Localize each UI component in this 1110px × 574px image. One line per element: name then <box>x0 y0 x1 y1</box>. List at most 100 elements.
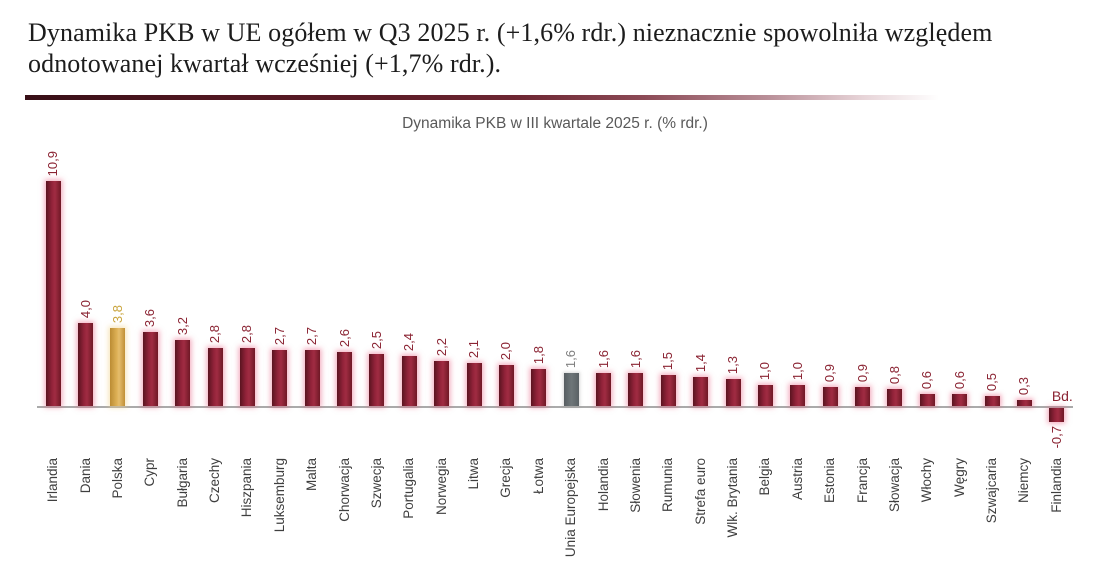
bar-szwecja <box>369 354 385 406</box>
bar-value-label: 0,9 <box>822 363 838 382</box>
report-title: Dynamika PKB w UE ogółem w Q3 2025 r. (+… <box>28 17 1098 79</box>
title-divider <box>25 95 977 100</box>
category-label: Wlk. Brytania <box>725 458 741 538</box>
bar-polska <box>110 328 126 406</box>
bar-value-label: 3,6 <box>142 308 158 327</box>
bar-łotwa <box>531 369 547 406</box>
bar-cypr <box>142 332 158 406</box>
bar-holandia <box>596 373 612 406</box>
category-label: Litwa <box>466 458 482 490</box>
category-label: Węgry <box>951 458 967 498</box>
bar-estonia <box>822 387 838 406</box>
bar-luksemburg <box>272 350 288 406</box>
bar-value-label: 2,7 <box>304 326 320 345</box>
bar-czechy <box>207 348 223 406</box>
bar-szwajcaria <box>984 396 1000 406</box>
category-label: Włochy <box>919 458 935 503</box>
bar-grecja <box>498 365 514 406</box>
category-label: Holandia <box>595 458 611 512</box>
bar-value-label: 3,2 <box>174 316 190 335</box>
category-label: Chorwacja <box>336 458 352 522</box>
bar-value-label: 1,3 <box>725 355 741 374</box>
bar-value-label: 1,8 <box>530 345 546 364</box>
category-label: Szwajcaria <box>984 458 1000 524</box>
category-label: Rumunia <box>660 458 676 513</box>
bar-irlandia <box>45 181 61 406</box>
bar-value-label: 2,8 <box>207 324 223 343</box>
bar-value-label: 1,0 <box>757 361 773 380</box>
bar-value-label: 2,8 <box>239 324 255 343</box>
bar-hiszpania <box>239 348 255 406</box>
bar-value-label: 1,5 <box>660 351 676 370</box>
bar-bułgaria <box>175 340 191 406</box>
bar-słowacja <box>887 389 903 406</box>
bar-strefa-euro <box>693 377 709 406</box>
category-label: Irlandia <box>45 458 61 503</box>
bar-słowenia <box>628 373 644 406</box>
category-label: Czechy <box>207 458 223 504</box>
bar-value-label: 2,4 <box>401 332 417 351</box>
category-label: Strefa euro <box>692 458 708 525</box>
category-label: Niemcy <box>1016 458 1032 504</box>
category-label: Luksemburg <box>271 458 287 533</box>
bar-value-label: 1,6 <box>563 349 579 368</box>
category-label: Cypr <box>142 458 158 487</box>
bar-włochy <box>919 394 935 406</box>
bar-value-label: 0,9 <box>854 363 870 382</box>
bar-value-label: 1,6 <box>595 349 611 368</box>
report-title-line2: odnotowanej kwartał wcześniej (+1,7% rdr… <box>28 49 502 78</box>
bar-value-label: 2,5 <box>368 330 384 349</box>
bar-value-label: 1,6 <box>627 349 643 368</box>
bar-chorwacja <box>337 352 353 406</box>
bar-value-label: 1,0 <box>789 361 805 380</box>
category-label: Łotwa <box>530 458 546 495</box>
report-title-line1: Dynamika PKB w UE ogółem w Q3 2025 r. (+… <box>28 18 993 47</box>
category-label: Słowacja <box>886 458 902 513</box>
category-label: Słowenia <box>627 458 643 513</box>
bar-value-label: 2,7 <box>271 326 287 345</box>
bar-value-label: 10,9 <box>45 150 61 176</box>
bar-value-label: 2,1 <box>466 339 482 358</box>
bar-value-label: -0,7 <box>1048 426 1064 449</box>
category-label: Bułgaria <box>174 458 190 508</box>
bar-belgia <box>757 385 773 406</box>
category-label: Szwecja <box>368 458 384 509</box>
category-label: Unia Europejska <box>563 458 579 558</box>
x-axis-line <box>37 406 1073 408</box>
no-data-annotation: Bd. <box>1051 388 1073 404</box>
bar-value-label: 0,6 <box>919 370 935 389</box>
category-label: Hiszpania <box>239 458 255 518</box>
bar-finlandia <box>1049 408 1065 422</box>
bar-niemcy <box>1016 400 1032 406</box>
bar-wlk-brytania <box>725 379 741 406</box>
gdp-bar-chart: 10,9 Irlandia 4,0 Dania 3,8 Polska 3,6 Cypr 3,2 B… <box>37 140 1073 574</box>
bar-value-label: 3,8 <box>109 304 125 323</box>
category-label: Finlandia <box>1048 458 1064 513</box>
category-label: Malta <box>304 458 320 492</box>
category-label: Dania <box>77 458 93 494</box>
bar-value-label: 1,4 <box>692 353 708 372</box>
category-label: Norwegia <box>433 458 449 516</box>
bar-unia-europejska <box>563 373 579 406</box>
bar-portugalia <box>401 356 417 406</box>
bar-value-label: 2,0 <box>498 341 514 360</box>
category-label: Francja <box>854 458 870 504</box>
bar-value-label: 4,0 <box>77 299 93 318</box>
bar-value-label: 0,5 <box>984 372 1000 391</box>
bar-value-label: 0,6 <box>951 370 967 389</box>
bar-litwa <box>466 363 482 406</box>
category-label: Belgia <box>757 458 773 496</box>
bar-węgry <box>952 394 968 406</box>
bar-value-label: 2,2 <box>433 337 449 356</box>
bar-dania <box>78 323 94 406</box>
category-label: Grecja <box>498 458 514 498</box>
bar-norwegia <box>434 361 450 406</box>
bar-value-label: 0,3 <box>1016 376 1032 395</box>
bar-value-label: 0,8 <box>886 365 902 384</box>
category-label: Polska <box>109 458 125 499</box>
bar-rumunia <box>660 375 676 406</box>
category-label: Estonia <box>822 458 838 504</box>
chart-title: Dynamika PKB w III kwartale 2025 r. (% r… <box>402 115 708 132</box>
category-label: Austria <box>789 458 805 501</box>
